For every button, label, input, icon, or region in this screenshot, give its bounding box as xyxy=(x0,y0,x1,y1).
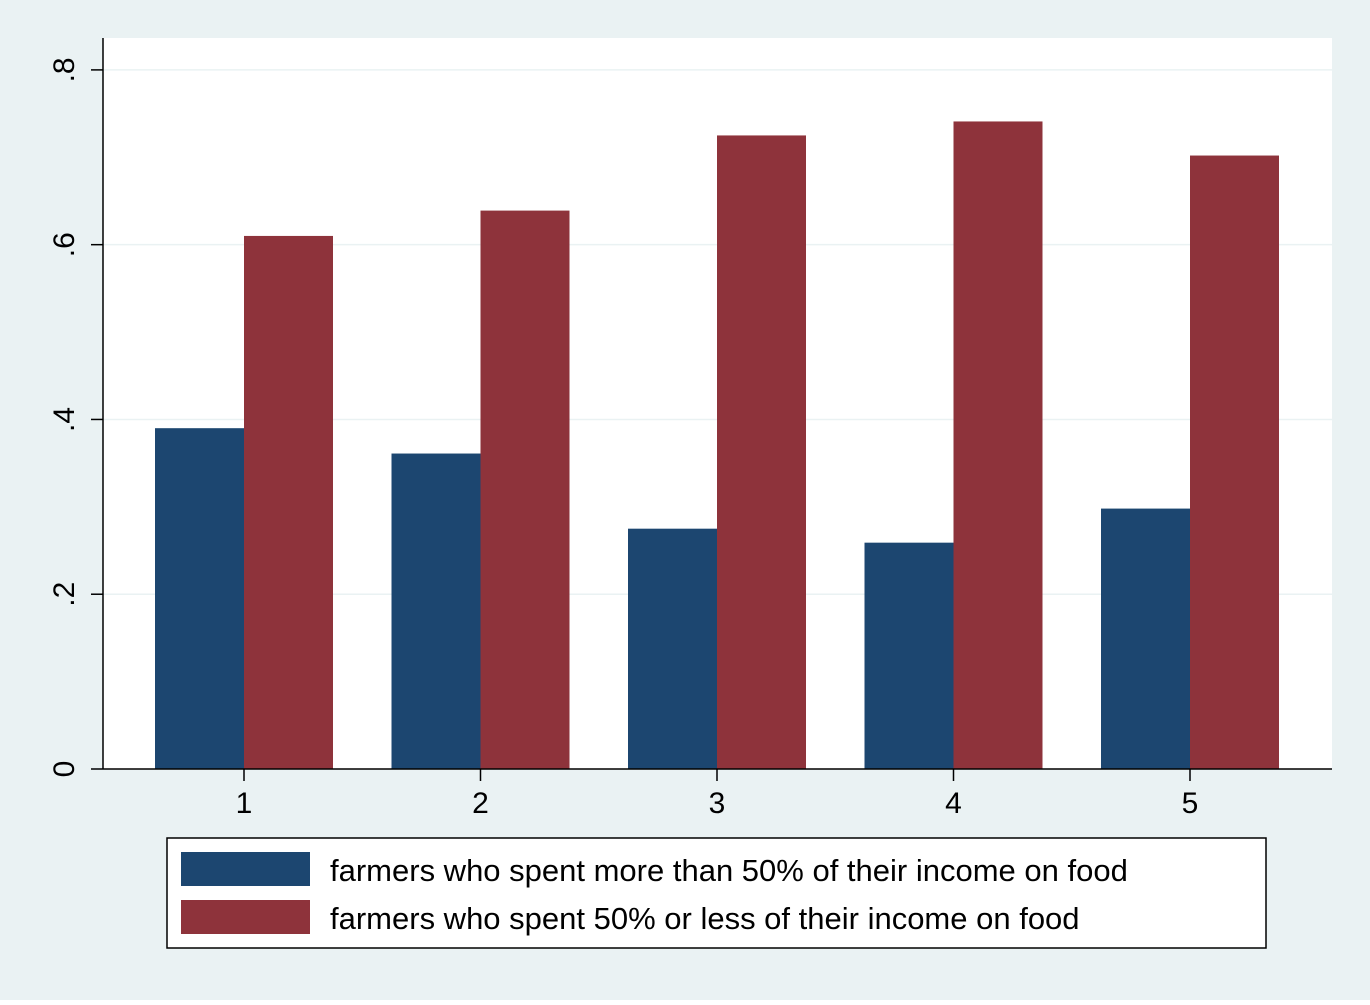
x-tick-label: 4 xyxy=(945,787,962,820)
y-tick-label: .8 xyxy=(48,57,81,82)
legend: farmers who spent more than 50% of their… xyxy=(166,837,1267,949)
bar-series2-cat5 xyxy=(1190,155,1279,770)
legend-label: farmers who spent 50% or less of their i… xyxy=(330,901,1080,936)
x-axis-ticks: 1 2 3 4 5 xyxy=(236,769,1199,820)
x-tick-label: 2 xyxy=(472,787,489,820)
bar-series2-cat4 xyxy=(953,121,1043,770)
bar-series1-cat4 xyxy=(864,542,954,769)
bar-series2-cat2 xyxy=(480,210,570,769)
legend-box xyxy=(166,837,1267,949)
bar-series1-cat2 xyxy=(391,453,481,769)
bar-series2-cat3 xyxy=(717,135,806,770)
x-tick-label: 1 xyxy=(236,787,253,820)
x-tick-label: 3 xyxy=(709,787,726,820)
legend-swatch xyxy=(181,900,310,934)
y-tick-label: .6 xyxy=(48,232,81,257)
bar-series1-cat3 xyxy=(628,528,717,769)
y-tick-label: .4 xyxy=(48,407,81,432)
bar-series1-cat5 xyxy=(1101,508,1190,769)
bar-series2-cat1 xyxy=(244,235,333,769)
bar-series1-cat1 xyxy=(155,428,244,769)
x-tick-label: 5 xyxy=(1182,787,1199,820)
y-tick-label: 0 xyxy=(48,761,81,778)
legend-label: farmers who spent more than 50% of their… xyxy=(330,853,1128,888)
y-axis-ticks: 0 .2 .4 .6 .8 xyxy=(48,57,103,777)
legend-swatch xyxy=(181,852,310,886)
y-tick-label: .2 xyxy=(48,582,81,607)
bars xyxy=(155,121,1279,770)
